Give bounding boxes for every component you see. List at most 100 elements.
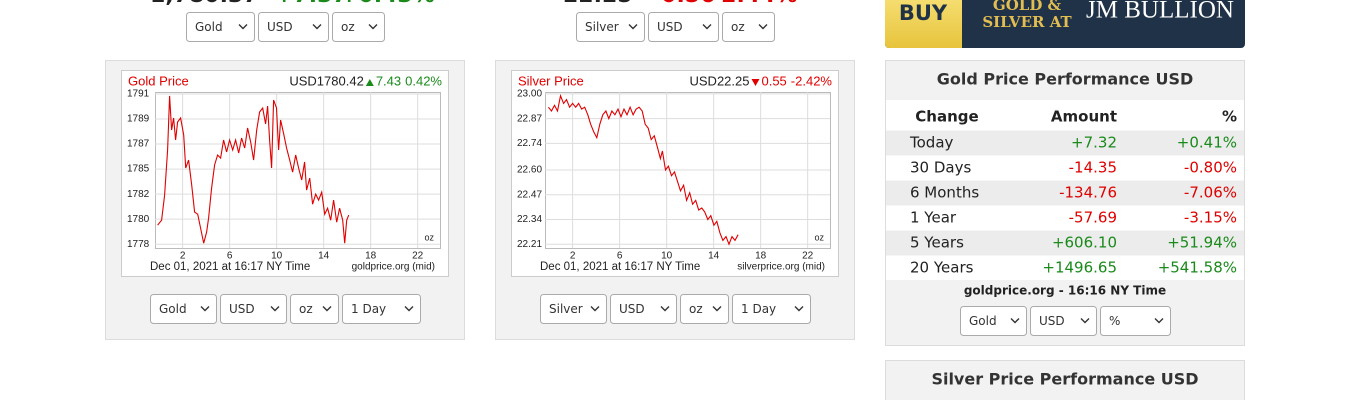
- chart-source: silverprice.org (mid): [737, 262, 825, 273]
- dropdown[interactable]: Silver: [576, 12, 645, 42]
- dropdown[interactable]: oz: [290, 294, 339, 324]
- price-line: [157, 95, 350, 244]
- row-shade: [886, 230, 1244, 256]
- y-tick-label: 1782: [127, 189, 150, 200]
- x-tick-label: 10: [271, 251, 283, 262]
- ad-banner[interactable]: BUY GOLD & SILVER AT JM BULLION: [885, 0, 1245, 48]
- change-amount: 0.55: [761, 73, 786, 88]
- silver-performance-panel: [885, 360, 1245, 400]
- x-tick-label: 6: [617, 251, 623, 262]
- y-tick-label: 1780: [127, 214, 150, 225]
- dropdown-label: USD: [229, 302, 255, 316]
- chart-date: Dec 01, 2021 at 16:17 NY Time: [540, 261, 700, 273]
- dropdown-arrow: [628, 24, 638, 30]
- dropdown[interactable]: USD: [1030, 306, 1097, 336]
- dropdown[interactable]: Gold: [150, 294, 217, 324]
- dropdown[interactable]: oz: [680, 294, 729, 324]
- dropdown-box: [576, 12, 645, 42]
- row-value: -3.15%: [1184, 209, 1237, 227]
- unit-label: oz: [424, 232, 434, 242]
- dropdown-arrow: [712, 306, 722, 312]
- change-arrow: [751, 79, 760, 86]
- dropdown[interactable]: Gold: [186, 12, 255, 42]
- current-price: USD22.25: [690, 73, 750, 88]
- plot-area: [155, 92, 441, 249]
- chart-title: Gold Price: [128, 73, 189, 88]
- ad-buy-area: [885, 0, 962, 48]
- x-tick-label: 18: [365, 251, 377, 262]
- dropdown[interactable]: USD: [258, 12, 329, 42]
- column-header: %: [1222, 108, 1237, 126]
- row-label: Today: [909, 134, 954, 152]
- column-header: Change: [915, 108, 978, 126]
- performance-footer: goldprice.org - 16:16 NY Time: [964, 284, 1166, 298]
- gold-price: 1,780.37: [150, 0, 259, 8]
- change-amount: 7.43: [376, 73, 401, 88]
- gold-change-pct: +0.43%: [340, 0, 435, 8]
- dropdown[interactable]: Silver: [540, 294, 607, 324]
- dropdown-arrow: [794, 306, 804, 312]
- dropdown-box: [332, 12, 385, 42]
- dropdown-box: [680, 294, 729, 324]
- ad-background: [885, 0, 1245, 48]
- y-tick-label: 1787: [127, 139, 150, 150]
- y-tick-label: 1785: [127, 164, 150, 175]
- dropdown[interactable]: 1 Day: [342, 294, 421, 324]
- dropdown-box: [258, 12, 329, 42]
- dropdown-label: Silver: [549, 302, 583, 316]
- dropdown-arrow: [1010, 318, 1020, 324]
- y-tick-label: 23.00: [517, 89, 542, 100]
- row-label: 6 Months: [910, 184, 979, 202]
- dropdown[interactable]: USD: [648, 12, 719, 42]
- change-pct: 0.42%: [405, 73, 442, 88]
- row-value: -57.69: [1069, 209, 1117, 227]
- silver-price: 22.25: [563, 0, 633, 8]
- row-label: 5 Years: [910, 234, 964, 252]
- ad-brand: JM BULLION: [1086, 0, 1234, 24]
- dropdown-box: [220, 294, 287, 324]
- unit-label: oz: [814, 232, 824, 242]
- dropdown[interactable]: USD: [610, 294, 677, 324]
- silver-performance-title: Silver Price Performance USD: [931, 370, 1198, 389]
- chart-source: goldprice.org (mid): [352, 262, 435, 273]
- dropdown-arrow: [758, 24, 768, 30]
- dropdown-box: [540, 294, 607, 324]
- x-tick-label: 2: [180, 251, 186, 262]
- change-pct: -2.42%: [791, 73, 833, 88]
- dropdown-label: oz: [299, 302, 313, 316]
- dropdown-arrow: [270, 306, 280, 312]
- row-value: +7.32: [1071, 134, 1117, 152]
- row-value: -14.35: [1069, 159, 1117, 177]
- dropdown[interactable]: %: [1100, 306, 1171, 336]
- row-label: 20 Years: [910, 259, 974, 277]
- dropdown[interactable]: oz: [722, 12, 775, 42]
- dropdown[interactable]: USD: [220, 294, 287, 324]
- dropdown[interactable]: 1 Day: [732, 294, 811, 324]
- y-tick-label: 1778: [127, 239, 150, 250]
- row-label: 30 Days: [910, 159, 971, 177]
- dropdown[interactable]: Gold: [960, 306, 1027, 336]
- dropdown-label: %: [1109, 314, 1120, 328]
- dropdown-arrow: [702, 24, 712, 30]
- x-tick-label: 14: [318, 251, 330, 262]
- dropdown-arrow: [1080, 318, 1090, 324]
- dropdown-label: oz: [341, 20, 355, 34]
- dropdown[interactable]: oz: [332, 12, 385, 42]
- silver-change-pct: -2.44%: [712, 0, 797, 8]
- dropdown-arrow: [590, 306, 600, 312]
- x-tick-label: 22: [412, 251, 424, 262]
- dropdown-label: 1 Day: [351, 302, 386, 316]
- dropdown-label: Silver: [585, 20, 619, 34]
- dropdown-box: [610, 294, 677, 324]
- dropdown-box: [1100, 306, 1171, 336]
- dropdown-arrow: [200, 306, 210, 312]
- silver-change: -0.56: [652, 0, 715, 8]
- y-tick-label: 1789: [127, 114, 150, 125]
- dropdown-label: USD: [619, 302, 645, 316]
- y-tick-label: 22.87: [517, 113, 542, 124]
- dropdown-label: oz: [731, 20, 745, 34]
- dropdown-label: 1 Day: [741, 302, 776, 316]
- ad-line: GOLD &: [993, 0, 1062, 14]
- dropdown-label: USD: [1039, 314, 1065, 328]
- row-value: +606.10: [1052, 234, 1117, 252]
